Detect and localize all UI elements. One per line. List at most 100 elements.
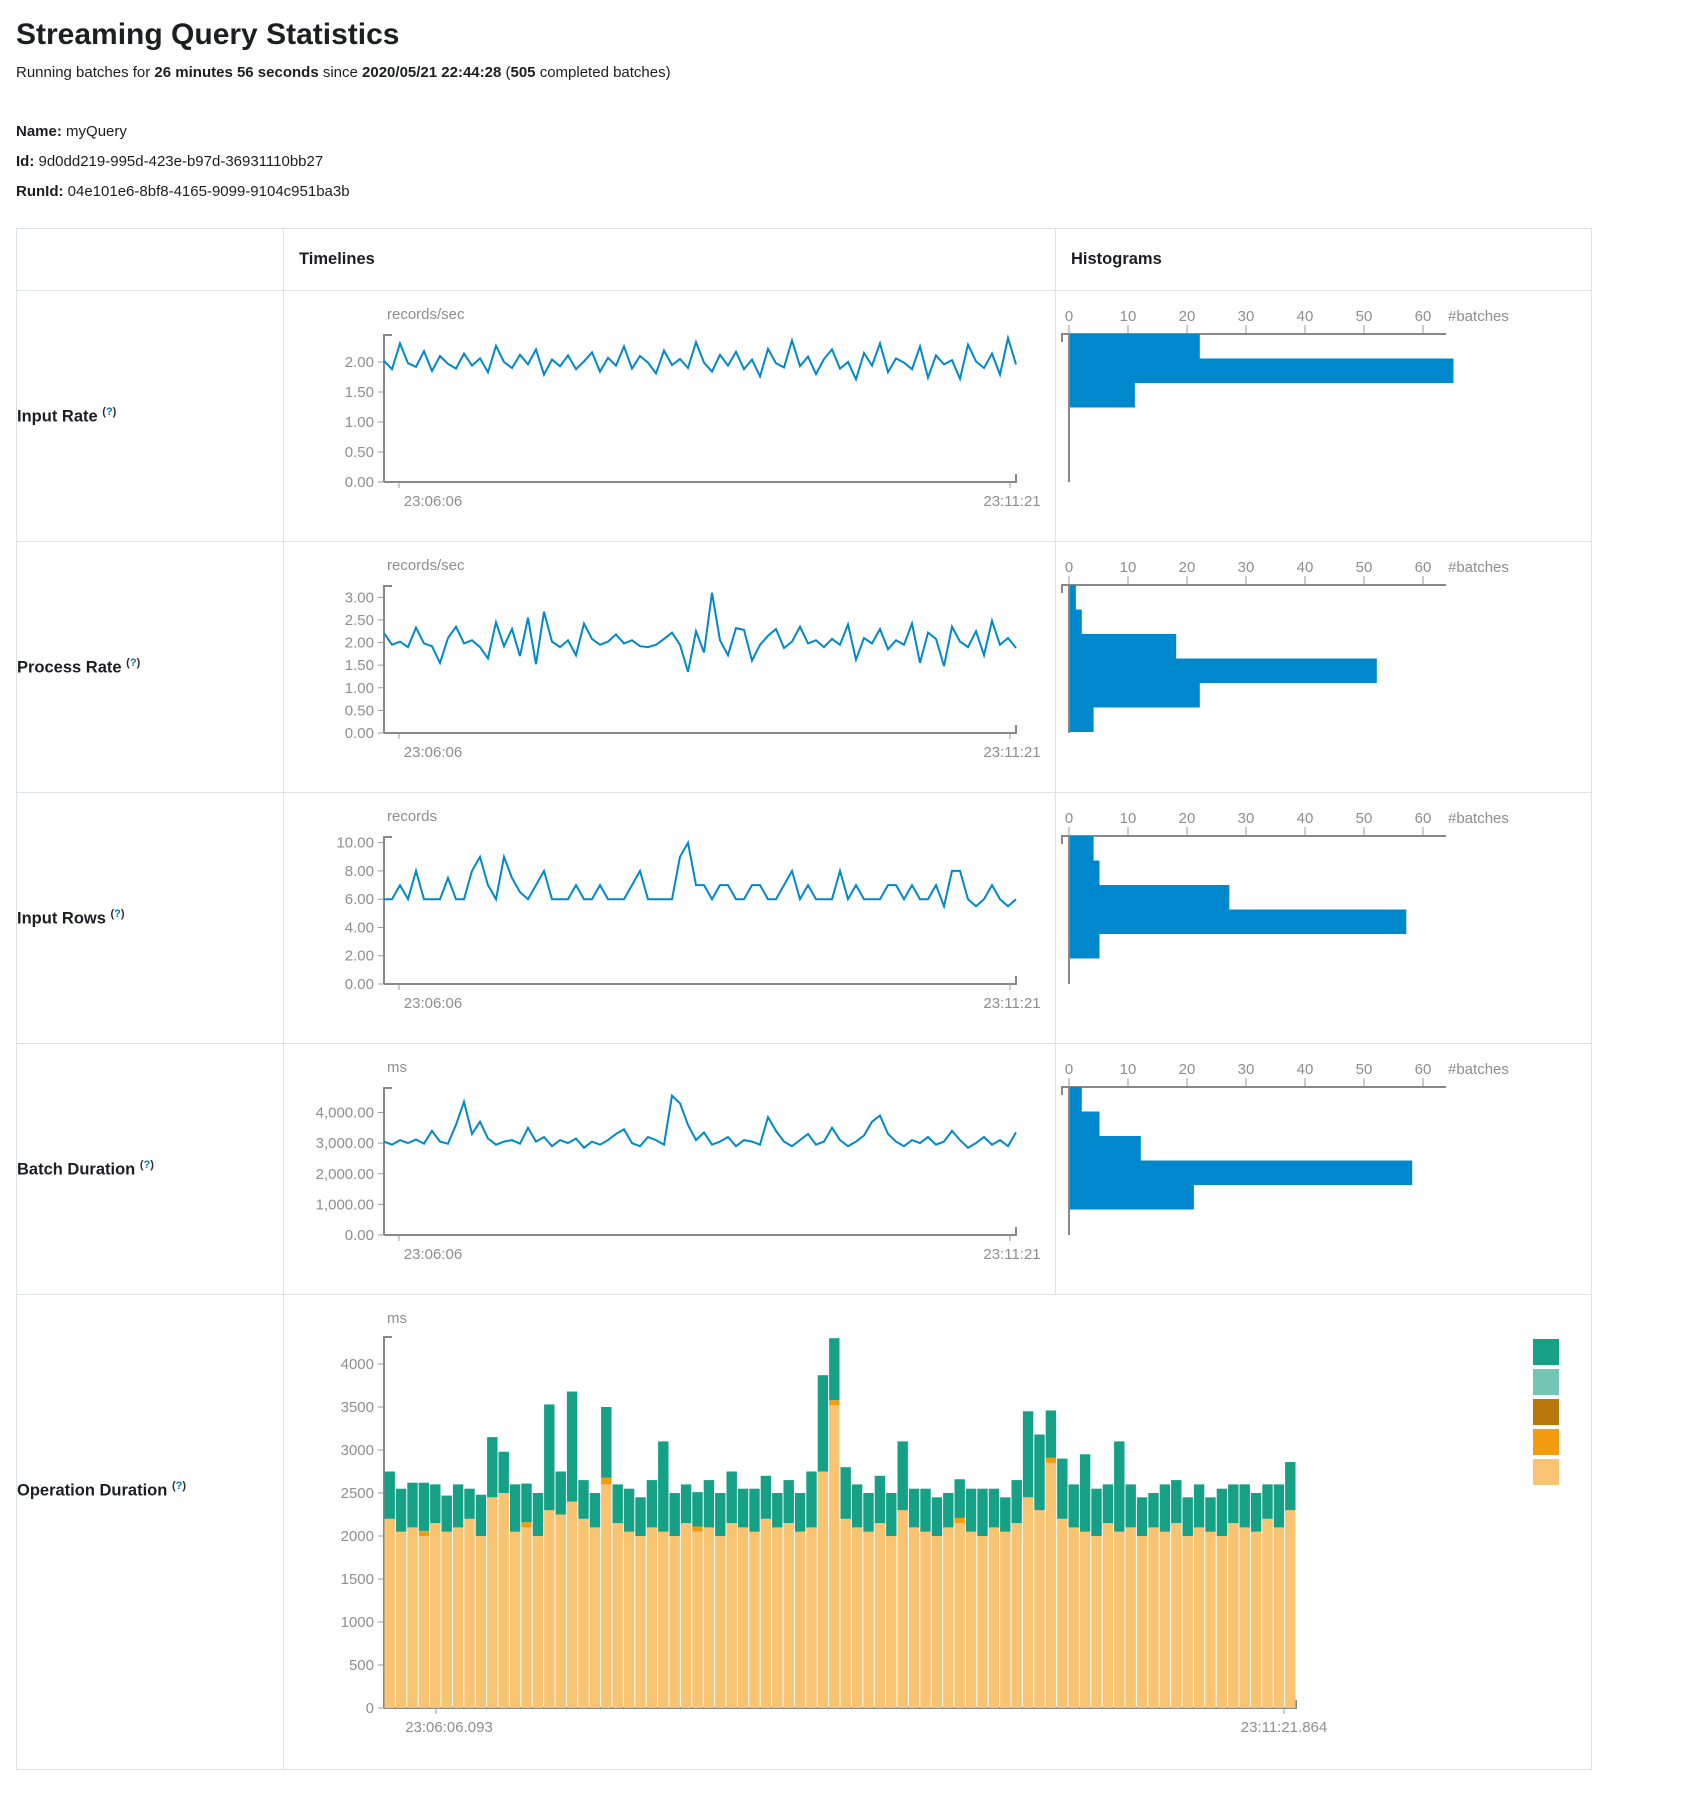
- timelines-header: Timelines: [283, 228, 1056, 291]
- svg-text:30: 30: [1238, 810, 1255, 827]
- metric-label-process-rate: Process Rate (?): [16, 541, 284, 793]
- metric-row-input-rows: Input Rows (?) records 0.00 2.00 4.00 6.00 8.…: [16, 792, 1592, 1044]
- metric-label-operation-duration: Operation Duration (?): [16, 1294, 284, 1770]
- svg-text:records: records: [387, 808, 437, 825]
- svg-text:10: 10: [1120, 1061, 1137, 1078]
- help-link: ?: [114, 907, 121, 920]
- svg-text:40: 40: [1297, 308, 1314, 325]
- help-link: ?: [105, 405, 113, 418]
- svg-text:ms: ms: [387, 1059, 407, 1076]
- operation-duration-chart: ms 0 500 1000 1500 2000 2500 3000 3500 4000 23:06:…: [284, 1295, 1591, 1769]
- svg-text:23:11:21: 23:11:21: [983, 995, 1040, 1012]
- svg-text:#batches: #batches: [1448, 308, 1509, 325]
- page-title: Streaming Query Statistics: [16, 18, 400, 51]
- svg-text:10: 10: [1120, 559, 1137, 576]
- svg-text:50: 50: [1356, 810, 1373, 827]
- metric-label-batch-duration: Batch Duration (?): [16, 1043, 284, 1295]
- statistics-table: Timelines Histograms Input Rate (?) reco…: [16, 228, 1592, 1770]
- legend-swatch: [1533, 1339, 1559, 1365]
- svg-text:23:06:06: 23:06:06: [404, 493, 462, 510]
- metric-row-batch-duration: Batch Duration (?) ms 0.00 1,000.00 2,000.0…: [16, 1043, 1592, 1295]
- timeline-chart-process-rate: records/sec 0.00 0.50 1.00 1.50 2.00 2.50 3.00 2…: [284, 542, 1055, 792]
- help-link: ?: [129, 656, 137, 669]
- svg-text:40: 40: [1297, 559, 1314, 576]
- svg-text:30: 30: [1238, 1061, 1255, 1078]
- legend-swatch: [1533, 1429, 1559, 1455]
- svg-text:10.00: 10.00: [336, 835, 374, 852]
- svg-text:#batches: #batches: [1448, 559, 1509, 576]
- metric-row-operation-duration: Operation Duration (?) ms 0 500 1000 1500 200…: [16, 1294, 1592, 1770]
- svg-text:30: 30: [1238, 308, 1255, 325]
- svg-text:0.00: 0.00: [345, 725, 374, 742]
- svg-text:4,000.00: 4,000.00: [316, 1105, 374, 1122]
- histogram-chart-input-rate: 0 10 20 30 40 50 60 #batches: [1056, 291, 1591, 541]
- histograms-header: Histograms: [1055, 228, 1592, 291]
- svg-text:23:06:06: 23:06:06: [404, 1246, 462, 1263]
- running-batches-summary: Running batches for 26 minutes 56 second…: [16, 64, 671, 81]
- help-link: ?: [175, 1480, 183, 1492]
- svg-text:50: 50: [1356, 308, 1373, 325]
- svg-text:0.00: 0.00: [345, 474, 374, 491]
- svg-text:2.00: 2.00: [345, 354, 374, 371]
- svg-text:30: 30: [1238, 559, 1255, 576]
- svg-text:0: 0: [1065, 308, 1073, 325]
- svg-text:6.00: 6.00: [345, 891, 374, 908]
- timeline-chart-batch-duration: ms 0.00 1,000.00 2,000.00 3,000.00 4,000.00 23…: [284, 1044, 1055, 1294]
- svg-text:#batches: #batches: [1448, 1061, 1509, 1078]
- svg-text:20: 20: [1179, 559, 1196, 576]
- query-meta: Name: myQuery Id: 9d0dd219-995d-423e-b97…: [16, 123, 1677, 200]
- svg-text:1500: 1500: [341, 1571, 374, 1588]
- svg-text:1.00: 1.00: [345, 680, 374, 697]
- svg-text:3.00: 3.00: [345, 589, 374, 606]
- svg-text:2.00: 2.00: [345, 948, 374, 965]
- svg-text:2,000.00: 2,000.00: [316, 1166, 374, 1183]
- svg-text:0.00: 0.00: [345, 976, 374, 993]
- svg-text:50: 50: [1356, 559, 1373, 576]
- page: Streaming Query Statistics Running batch…: [0, 18, 1693, 1770]
- help-icon[interactable]: (?): [102, 405, 117, 418]
- svg-text:3,000.00: 3,000.00: [316, 1135, 374, 1152]
- svg-text:0: 0: [1065, 1061, 1073, 1078]
- svg-text:2000: 2000: [341, 1528, 374, 1545]
- help-icon[interactable]: (?): [171, 1480, 187, 1492]
- svg-text:60: 60: [1415, 810, 1432, 827]
- svg-text:23:11:21: 23:11:21: [983, 1246, 1040, 1263]
- svg-text:2500: 2500: [341, 1485, 374, 1502]
- svg-text:23:06:06.093: 23:06:06.093: [405, 1719, 493, 1736]
- help-icon[interactable]: (?): [110, 907, 125, 920]
- svg-text:60: 60: [1415, 308, 1432, 325]
- svg-text:23:11:21.864: 23:11:21.864: [1241, 1719, 1327, 1736]
- legend-swatch: [1533, 1399, 1559, 1425]
- svg-text:23:11:21: 23:11:21: [983, 744, 1040, 761]
- help-icon[interactable]: (?): [139, 1158, 154, 1171]
- svg-text:20: 20: [1179, 810, 1196, 827]
- help-icon[interactable]: (?): [126, 656, 141, 669]
- svg-text:1.50: 1.50: [345, 384, 374, 401]
- svg-text:records/sec: records/sec: [387, 557, 465, 574]
- legend-swatch: [1533, 1459, 1559, 1485]
- svg-text:0.00: 0.00: [345, 1227, 374, 1244]
- timeline-chart-input-rate: records/sec 0.00 0.50 1.00 1.50 2.00 23:06:06 2…: [284, 291, 1055, 541]
- svg-text:60: 60: [1415, 1061, 1432, 1078]
- svg-text:4000: 4000: [341, 1356, 374, 1373]
- svg-text:20: 20: [1179, 308, 1196, 325]
- svg-text:#batches: #batches: [1448, 810, 1509, 827]
- svg-text:0.50: 0.50: [345, 702, 374, 719]
- svg-text:20: 20: [1179, 1061, 1196, 1078]
- metric-label-input-rows: Input Rows (?): [16, 792, 284, 1044]
- empty-header-cell: [16, 228, 284, 291]
- svg-text:4.00: 4.00: [345, 919, 374, 936]
- timeline-chart-input-rows: records 0.00 2.00 4.00 6.00 8.00 10.00 23:06:06…: [284, 793, 1055, 1043]
- table-header-row: Timelines Histograms: [16, 228, 1592, 291]
- svg-text:1000: 1000: [341, 1614, 374, 1631]
- svg-text:1.00: 1.00: [345, 414, 374, 431]
- legend-swatch: [1533, 1369, 1559, 1395]
- metric-row-input-rate: Input Rate (?) records/sec 0.00 0.50 1.00 1.…: [16, 290, 1592, 542]
- svg-text:23:11:21: 23:11:21: [983, 493, 1040, 510]
- svg-text:records/sec: records/sec: [387, 306, 465, 323]
- svg-text:0.50: 0.50: [345, 444, 374, 461]
- svg-text:2.50: 2.50: [345, 612, 374, 629]
- query-id: Id: 9d0dd219-995d-423e-b97d-36931110bb27: [16, 153, 324, 170]
- svg-text:3000: 3000: [341, 1442, 374, 1459]
- metric-label-input-rate: Input Rate (?): [16, 290, 284, 542]
